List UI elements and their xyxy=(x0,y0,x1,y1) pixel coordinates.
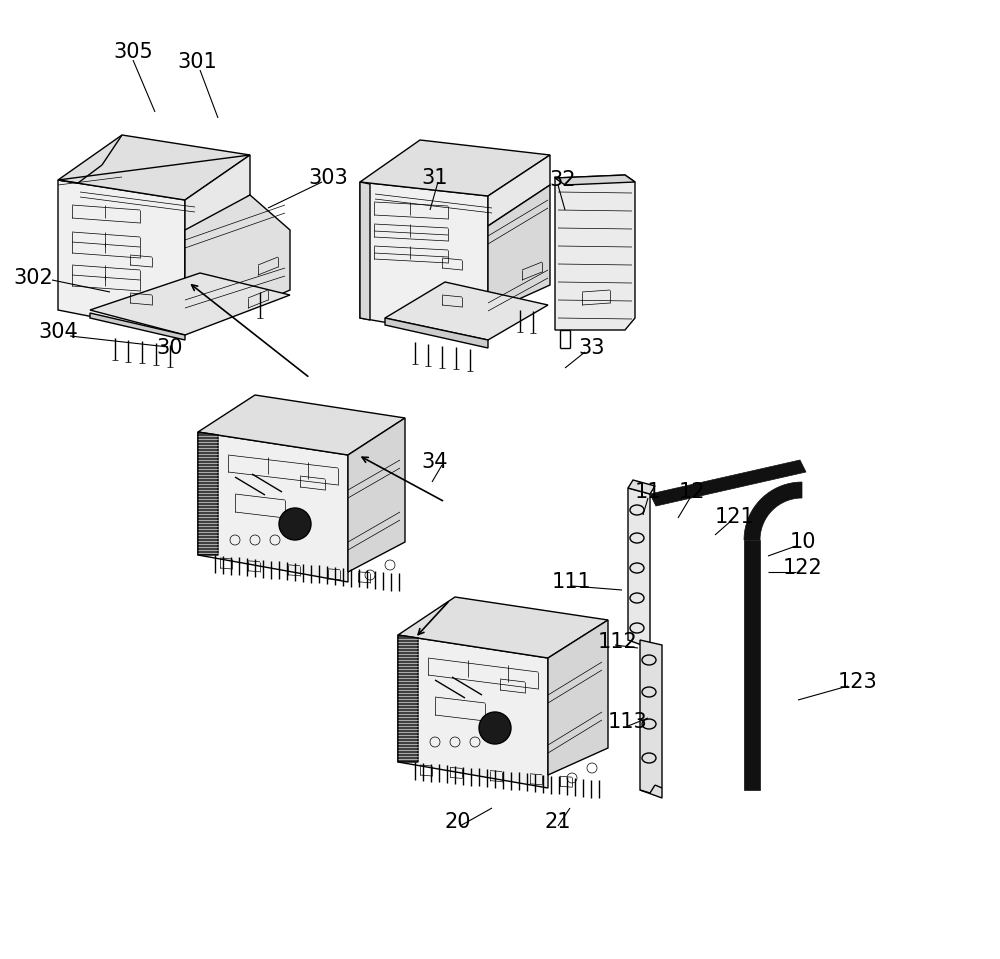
Text: 20: 20 xyxy=(445,812,471,832)
Polygon shape xyxy=(548,620,608,775)
Text: 112: 112 xyxy=(598,632,638,652)
Text: 34: 34 xyxy=(422,452,448,472)
Polygon shape xyxy=(555,175,635,185)
Polygon shape xyxy=(744,482,802,540)
Polygon shape xyxy=(360,182,488,340)
Polygon shape xyxy=(58,135,250,200)
Polygon shape xyxy=(348,418,405,572)
Polygon shape xyxy=(198,432,218,555)
Polygon shape xyxy=(360,182,370,320)
Polygon shape xyxy=(488,155,550,226)
Polygon shape xyxy=(198,432,348,582)
Polygon shape xyxy=(185,195,290,310)
Polygon shape xyxy=(628,480,655,494)
Text: 305: 305 xyxy=(113,42,153,62)
Text: 111: 111 xyxy=(552,572,592,592)
Text: 33: 33 xyxy=(579,338,605,358)
Text: 303: 303 xyxy=(308,168,348,188)
Polygon shape xyxy=(185,155,250,240)
Polygon shape xyxy=(385,282,548,340)
Text: 121: 121 xyxy=(715,507,755,527)
Polygon shape xyxy=(398,635,548,788)
Text: 12: 12 xyxy=(679,482,705,502)
Text: 32: 32 xyxy=(550,170,576,190)
Polygon shape xyxy=(488,185,550,313)
Circle shape xyxy=(279,508,311,540)
Polygon shape xyxy=(385,318,488,348)
Polygon shape xyxy=(650,460,806,506)
Polygon shape xyxy=(58,180,185,335)
Polygon shape xyxy=(398,635,418,762)
Text: 304: 304 xyxy=(38,322,78,342)
Polygon shape xyxy=(628,488,650,648)
Text: 11: 11 xyxy=(635,482,661,502)
Polygon shape xyxy=(185,195,250,320)
Polygon shape xyxy=(360,140,550,196)
Polygon shape xyxy=(398,597,608,658)
Text: 122: 122 xyxy=(783,558,823,578)
Text: 301: 301 xyxy=(177,52,217,72)
Text: 113: 113 xyxy=(608,712,648,732)
Polygon shape xyxy=(198,395,405,455)
Polygon shape xyxy=(640,640,662,798)
Polygon shape xyxy=(744,540,760,790)
Text: 30: 30 xyxy=(157,338,183,358)
Text: 10: 10 xyxy=(790,532,816,552)
Polygon shape xyxy=(90,273,290,335)
Polygon shape xyxy=(90,313,185,340)
Circle shape xyxy=(479,712,511,744)
Polygon shape xyxy=(555,175,635,330)
Text: 123: 123 xyxy=(838,672,878,692)
Text: 31: 31 xyxy=(422,168,448,188)
Text: 21: 21 xyxy=(545,812,571,832)
Text: 302: 302 xyxy=(13,268,53,288)
